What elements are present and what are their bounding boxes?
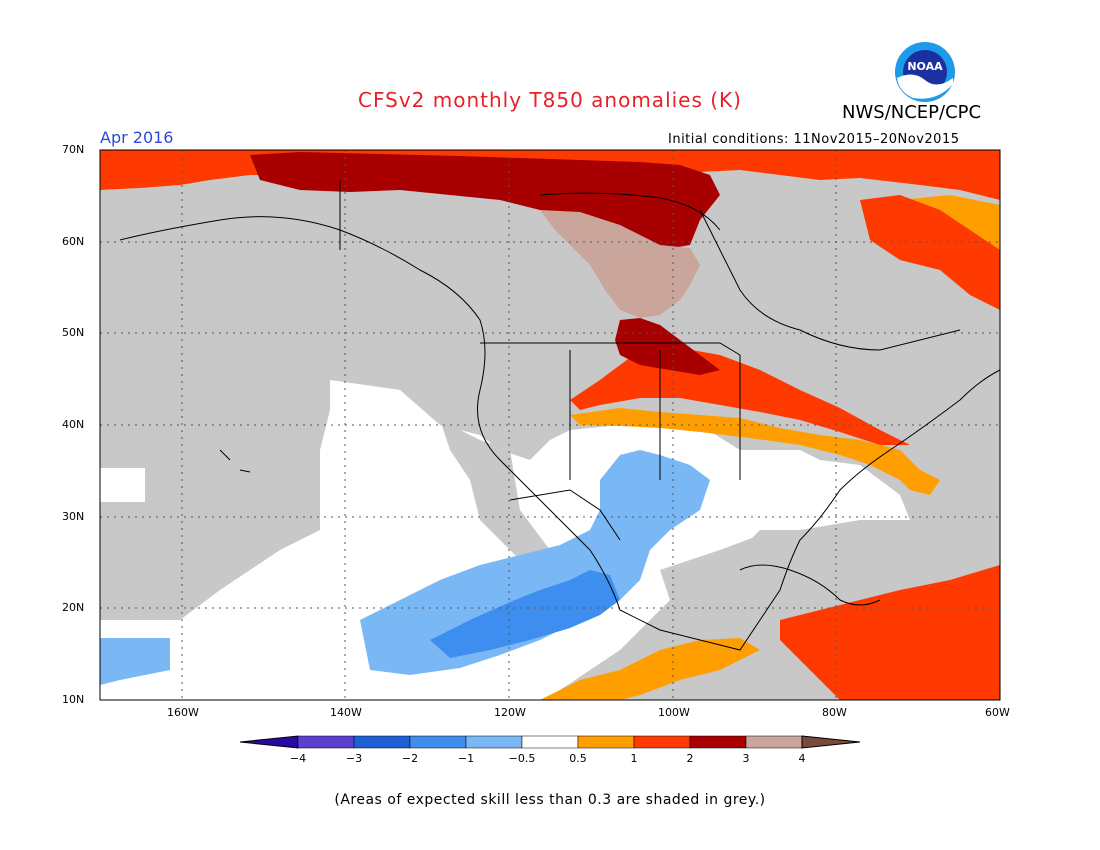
lon-label: 80W	[822, 706, 847, 719]
lon-label: 100W	[658, 706, 690, 719]
colorbar-label: 2	[686, 752, 694, 765]
colorbar-segment	[577, 735, 635, 749]
colorbar-label: −1	[457, 752, 475, 765]
colorbar-segment	[297, 735, 355, 749]
low-skill-region-baja	[440, 420, 580, 590]
lat-label: 60N	[62, 235, 85, 248]
anomaly-neg-0.5-1-west	[100, 638, 170, 685]
lon-label: 140W	[330, 706, 362, 719]
chart-title: CFSv2 monthly T850 anomalies (K)	[358, 88, 742, 112]
anomaly-1-2-caribbean	[780, 565, 1000, 700]
colorbar-label: −4	[289, 752, 307, 765]
colorbar-label: 1	[630, 752, 638, 765]
lat-label: 40N	[62, 418, 85, 431]
forecast-month: Apr 2016	[100, 128, 174, 147]
lat-label: 70N	[62, 143, 85, 156]
anomaly-0.5-1-tropics	[540, 638, 760, 700]
lon-label: 60W	[985, 706, 1010, 719]
svg-text:NOAA: NOAA	[907, 60, 943, 73]
lon-label: 120W	[494, 706, 526, 719]
lon-label: 160W	[167, 706, 199, 719]
colorbar-segment	[409, 735, 467, 749]
lat-label: 30N	[62, 510, 85, 523]
anomaly-map	[99, 149, 1001, 701]
colorbar-segment	[689, 735, 747, 749]
near-normal-region-west	[100, 468, 145, 502]
noaa-logo-icon: NOAA	[895, 42, 955, 102]
anomaly-2-3-plains	[615, 318, 720, 375]
colorbar-label: −3	[345, 752, 363, 765]
colorbar-min-triangle	[240, 735, 299, 749]
colorbar-segment	[745, 735, 803, 749]
colorbar-label: 0.5	[569, 752, 587, 765]
colorbar-label: 3	[742, 752, 750, 765]
anomaly-neg-0.5-1	[360, 450, 710, 675]
colorbar-segment	[353, 735, 411, 749]
colorbar-segment	[521, 735, 579, 749]
colorbar	[240, 735, 860, 749]
initial-conditions: Initial conditions: 11Nov2015–20Nov2015	[668, 132, 960, 147]
skill-note: (Areas of expected skill less than 0.3 a…	[334, 792, 766, 808]
colorbar-label: 4	[798, 752, 806, 765]
colorbar-max-triangle	[801, 735, 860, 749]
agency-label: NWS/NCEP/CPC	[842, 102, 982, 123]
anomaly-3-4-tongue	[540, 210, 700, 318]
lat-label: 20N	[62, 601, 85, 614]
anomaly-neg-1-2	[430, 570, 620, 658]
anomaly-0.5-1-band	[570, 408, 940, 495]
lat-label: 10N	[62, 693, 85, 706]
colorbar-label: −2	[401, 752, 419, 765]
colorbar-segment	[465, 735, 523, 749]
colorbar-segment	[633, 735, 691, 749]
borders	[339, 180, 741, 541]
anomaly-1-2-atlantic	[860, 195, 1000, 310]
lat-label: 50N	[62, 326, 85, 339]
coastlines	[119, 192, 1001, 651]
colorbar-label: −0.5	[508, 752, 536, 765]
